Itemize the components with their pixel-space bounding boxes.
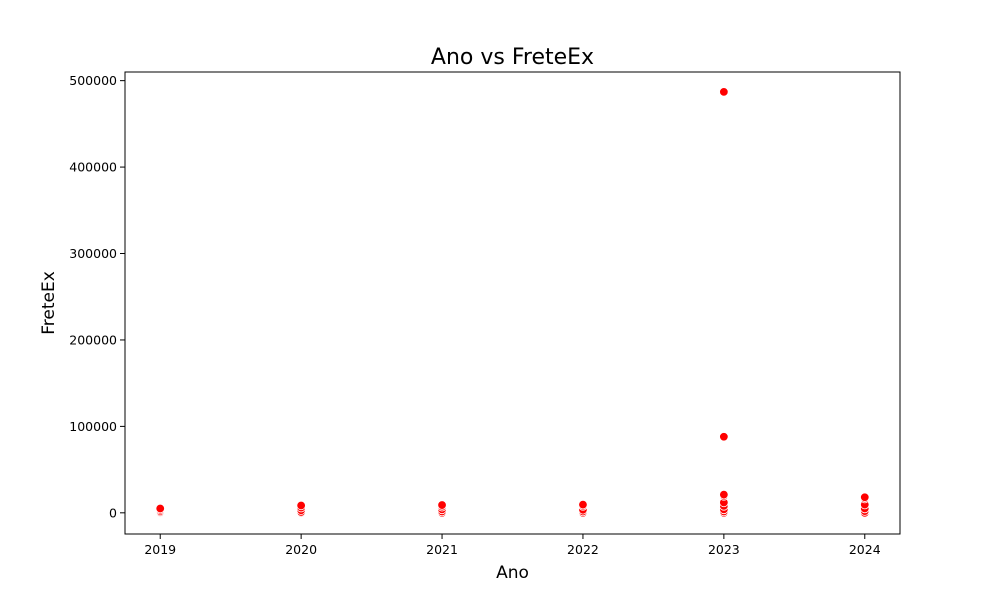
data-point (860, 492, 870, 502)
y-tick-label: 500000 (69, 73, 117, 88)
y-tick-label: 0 (109, 505, 117, 520)
axes: 2019 2020 2021 2022 2023 2024 0 100000 200000 300… (69, 71, 901, 557)
y-tick-label: 300000 (69, 246, 117, 261)
data-point (719, 489, 729, 500)
y-tick-label: 100000 (69, 419, 117, 434)
data-point (155, 503, 165, 514)
x-axis-label: Ano (496, 563, 529, 583)
x-tick-label: 2022 (567, 542, 599, 557)
data-point (437, 500, 447, 510)
y-axis-label: FreteEx (39, 271, 59, 335)
y-tick-label: 400000 (69, 160, 117, 175)
plot-frame (124, 71, 901, 535)
data-point (719, 87, 729, 97)
data-point (578, 499, 588, 510)
x-tick-label: 2024 (849, 542, 881, 557)
data-point (719, 432, 729, 442)
chart-title: Ano vs FreteEx (431, 45, 594, 70)
x-tick-label: 2023 (708, 542, 740, 557)
x-tick-label: 2021 (426, 542, 458, 557)
x-tick-label: 2020 (285, 542, 317, 557)
data-points (155, 87, 870, 518)
y-tick-label: 200000 (69, 332, 117, 347)
data-point (296, 500, 306, 511)
x-tick-label: 2019 (144, 542, 176, 557)
